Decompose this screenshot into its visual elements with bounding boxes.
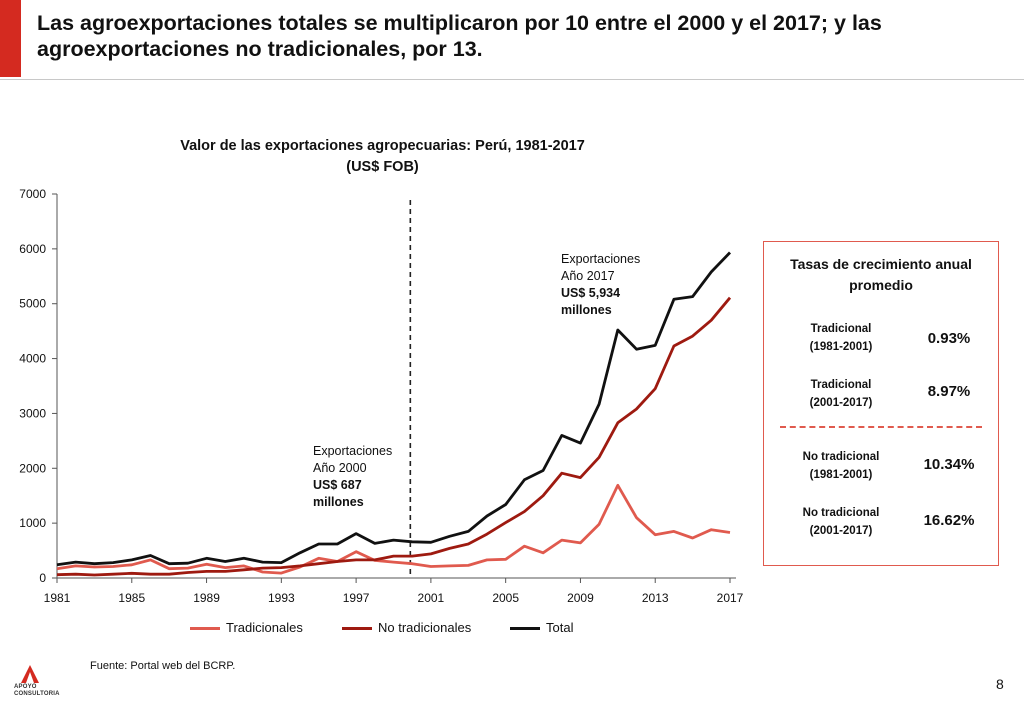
y-tick-label: 3000: [19, 406, 46, 420]
y-tick-label: 6000: [19, 242, 46, 256]
logo-mark-icon: [21, 665, 39, 683]
annotation-value: US$ 687: [313, 478, 362, 492]
y-tick-label: 5000: [19, 297, 46, 311]
rate-label: No tradicional (2001-2017): [778, 504, 904, 540]
rate-value: 0.93%: [927, 330, 971, 347]
chart-axes: 0 1000 2000 3000 4000 5000 6000 7000 1981 1985 198…: [19, 187, 743, 605]
x-tick-label: 2009: [567, 591, 594, 605]
chart-title-main: Valor de las exportaciones agropecuarias…: [180, 138, 585, 154]
rate-label-line-2: (2001-2017): [809, 525, 873, 537]
annotation-text: Exportaciones: [561, 252, 640, 266]
x-tick-label: 2017: [717, 591, 744, 605]
annotation-value: millones: [313, 495, 364, 509]
y-tick-label: 1000: [19, 516, 46, 530]
legend-label: Tradicionales: [226, 620, 303, 635]
x-tick-label: 2013: [642, 591, 669, 605]
legend-label: Total: [546, 620, 574, 635]
rate-value: 8.97%: [927, 383, 971, 400]
annotation-value: US$ 5,934: [561, 286, 620, 300]
title-accent-bar: [0, 0, 21, 77]
logo-text: APOYO CONSULTORIA: [14, 684, 60, 698]
growth-rates-title: Tasas de crecimiento anual promedio: [790, 256, 972, 293]
rate-value: 10.34%: [923, 456, 975, 473]
chart-title: Valor de las exportaciones agropecuarias…: [130, 136, 635, 178]
rate-label-line-1: Tradicional: [810, 379, 872, 391]
x-tick-label: 1985: [118, 591, 145, 605]
title-divider: [0, 79, 1024, 80]
apoyo-consultoria-logo: APOYO CONSULTORIA: [12, 664, 64, 700]
page-number: 8: [996, 676, 1004, 692]
series-line-tradicionales: [56, 483, 731, 575]
rate-row-no-tradicional-1981-2001: No tradicional (1981-2001) 10.34%: [764, 448, 998, 488]
rate-label-line-2: (1981-2001): [809, 341, 873, 353]
chart-series: [56, 251, 732, 577]
slide-title: Las agroexportaciones totales se multipl…: [37, 11, 882, 61]
x-tick-label: 1989: [193, 591, 220, 605]
x-tick-label: 1997: [343, 591, 370, 605]
annotation-text: Año 2017: [561, 269, 615, 283]
annotation-text: Año 2000: [313, 461, 367, 475]
annotation-value: millones: [561, 303, 612, 317]
rate-value: 16.62%: [923, 512, 975, 529]
y-tick-label: 0: [39, 571, 46, 585]
rate-label-line-2: (2001-2017): [809, 397, 873, 409]
rate-label-line-2: (1981-2001): [809, 469, 873, 481]
y-tick-label: 2000: [19, 461, 46, 475]
legend-swatch: [342, 627, 372, 630]
logo-text-line-2: CONSULTORIA: [14, 691, 60, 697]
rate-label: Tradicional (2001-2017): [778, 376, 904, 412]
x-tick-label: 1993: [268, 591, 295, 605]
x-tick-label: 2001: [418, 591, 445, 605]
annotation-a2000: Exportaciones Año 2000 US$ 687 millones: [313, 444, 392, 509]
legend-swatch: [190, 627, 220, 630]
y-tick-label: 4000: [19, 352, 46, 366]
legend-label: No tradicionales: [378, 620, 472, 635]
series-line-no-tradicionales: [56, 296, 732, 577]
legend-swatch: [510, 627, 540, 630]
source-note: Fuente: Portal web del BCRP.: [90, 660, 236, 672]
chart-subtitle: (US$ FOB): [346, 159, 419, 175]
rates-divider: [780, 426, 982, 428]
rate-row-tradicional-2001-2017: Tradicional (2001-2017) 8.97%: [764, 376, 998, 416]
rate-row-no-tradicional-2001-2017: No tradicional (2001-2017) 16.62%: [764, 504, 998, 544]
rate-label-line-1: No tradicional: [802, 507, 880, 519]
y-tick-label: 7000: [19, 187, 46, 201]
growth-rates-box: Tasas de crecimiento anual promedio Trad…: [763, 241, 999, 566]
rate-label: Tradicional (1981-2001): [778, 320, 904, 356]
annotation-text: Exportaciones: [313, 444, 392, 458]
annotation-a2017: Exportaciones Año 2017 US$ 5,934 millones: [561, 252, 640, 317]
rate-label-line-1: No tradicional: [802, 451, 880, 463]
logo-text-line-1: APOYO: [14, 684, 37, 690]
rate-label: No tradicional (1981-2001): [778, 448, 904, 484]
x-tick-label: 1981: [44, 591, 71, 605]
rate-label-line-1: Tradicional: [810, 323, 872, 335]
rate-row-tradicional-1981-2001: Tradicional (1981-2001) 0.93%: [764, 320, 998, 360]
series-line-total: [56, 251, 732, 567]
x-tick-label: 2005: [492, 591, 519, 605]
